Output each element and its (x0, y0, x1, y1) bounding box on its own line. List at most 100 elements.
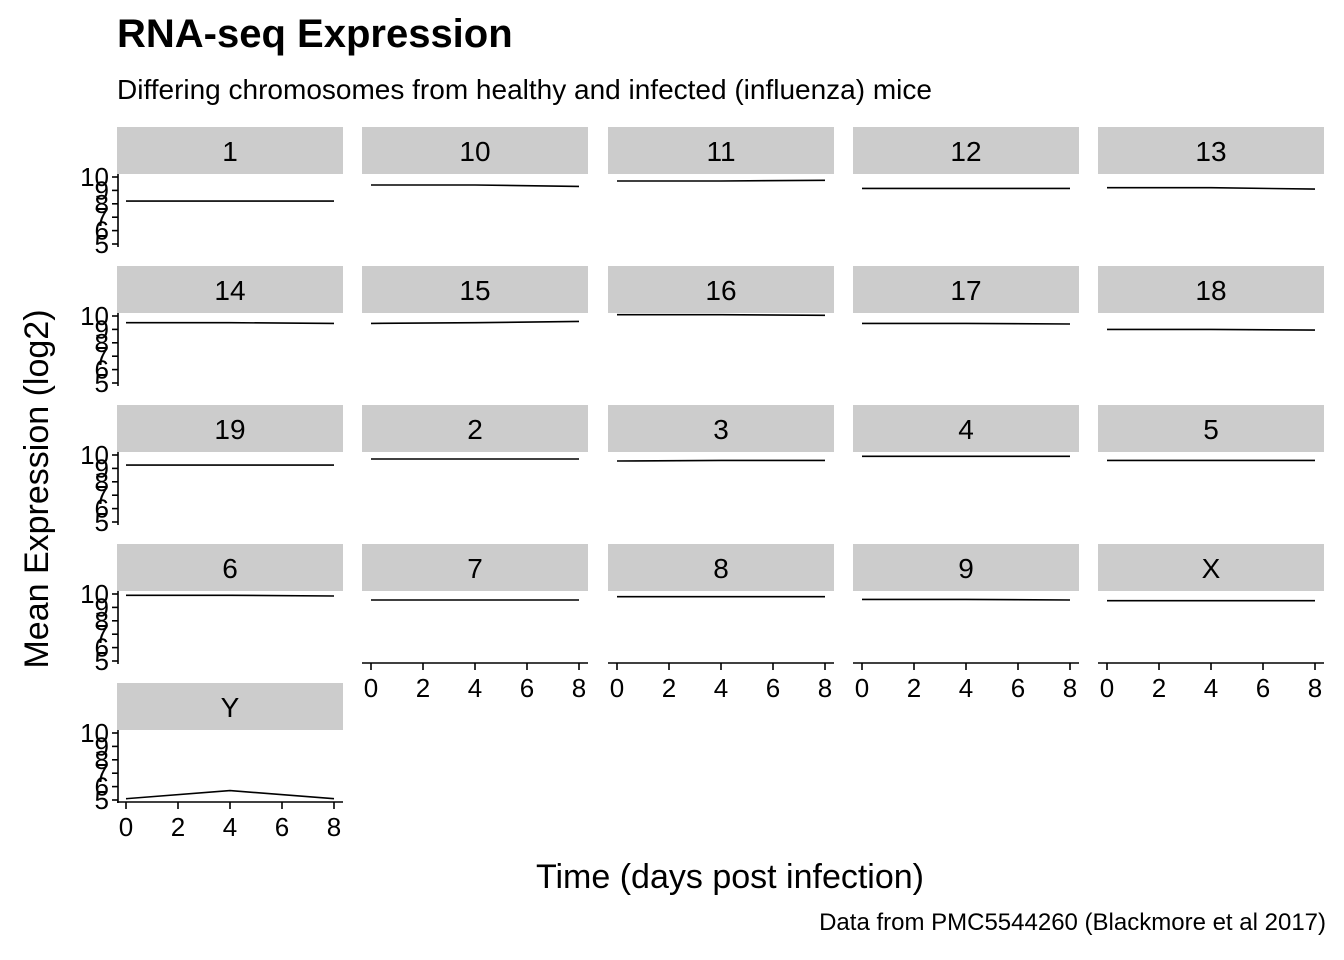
facet-strip (608, 266, 834, 313)
y-tick-label: 9 (95, 592, 109, 622)
series-line (862, 598, 1071, 601)
series-line (862, 322, 1071, 325)
y-tick-label: 10 (80, 718, 109, 748)
x-tick-label: 2 (1152, 673, 1166, 703)
facet-strip (608, 544, 834, 591)
series-line (370, 320, 580, 325)
y-tick-label: 9 (95, 453, 109, 483)
x-tick-label: 2 (907, 673, 921, 703)
series-line (126, 594, 335, 597)
facet-strip (117, 683, 343, 730)
y-tick-label: 7 (95, 758, 109, 788)
x-tick-label: 4 (714, 673, 728, 703)
facet-label: X (1202, 553, 1221, 584)
y-tick-label: 10 (80, 440, 109, 470)
facet-label: 5 (1203, 414, 1219, 445)
series-line (617, 179, 826, 182)
y-tick-label: 5 (95, 229, 109, 259)
y-tick-label: 9 (95, 731, 109, 761)
facet-label: 3 (713, 414, 729, 445)
x-tick-label: 2 (416, 673, 430, 703)
facet-strip (1098, 544, 1324, 591)
chart-caption: Data from PMC5544260 (Blackmore et al 20… (819, 909, 1326, 936)
facet-label: 12 (950, 136, 981, 167)
y-tick-label: 6 (95, 216, 109, 246)
series-line (617, 313, 826, 317)
y-tick-label: 7 (95, 619, 109, 649)
chart-subtitle: Differing chromosomes from healthy and i… (117, 74, 932, 105)
x-tick-label: 8 (1308, 673, 1322, 703)
facet-strip (853, 127, 1079, 174)
facet-strip (117, 544, 343, 591)
y-tick-label: 9 (95, 175, 109, 205)
facet-strip (1098, 405, 1324, 452)
x-tick-label: 8 (327, 812, 341, 842)
x-tick-label: 6 (520, 673, 534, 703)
series-line (371, 184, 580, 188)
y-tick-label: 5 (95, 785, 109, 815)
chart-title: RNA-seq Expression (117, 12, 513, 56)
y-tick-label: 6 (95, 633, 109, 663)
facet-label: 4 (958, 414, 974, 445)
facet-label: 2 (467, 414, 483, 445)
facet-strip (362, 266, 588, 313)
facet-strip (608, 127, 834, 174)
facet-strip (1098, 266, 1324, 313)
x-tick-label: 2 (171, 812, 185, 842)
y-tick-label: 8 (95, 467, 109, 497)
y-tick-label: 9 (95, 314, 109, 344)
x-axis-title: Time (days post infection) (536, 858, 924, 896)
x-tick-label: 8 (1063, 673, 1077, 703)
x-tick-label: 0 (855, 673, 869, 703)
facet-label: 19 (214, 414, 245, 445)
y-tick-label: 5 (95, 507, 109, 537)
series-line (1107, 186, 1316, 190)
series-line (616, 459, 825, 462)
series-line (125, 789, 335, 800)
x-tick-label: 2 (662, 673, 676, 703)
facet-strip (362, 127, 588, 174)
y-axis-title: Mean Expression (log2) (18, 309, 56, 668)
facet-label: 6 (222, 553, 238, 584)
y-tick-label: 5 (95, 646, 109, 676)
facet-label: 8 (713, 553, 729, 584)
x-tick-label: 6 (1256, 673, 1270, 703)
y-tick-label: 10 (80, 301, 109, 331)
y-tick-label: 7 (95, 341, 109, 371)
facet-label: 13 (1195, 136, 1226, 167)
x-tick-label: 8 (572, 673, 586, 703)
y-tick-label: 10 (80, 579, 109, 609)
x-tick-label: 0 (119, 812, 133, 842)
facet-label: 16 (705, 275, 736, 306)
facet-label: Y (221, 692, 240, 723)
x-tick-label: 8 (818, 673, 832, 703)
x-tick-label: 0 (610, 673, 624, 703)
y-tick-label: 6 (95, 772, 109, 802)
facet-label: 9 (958, 553, 974, 584)
facet-strip (362, 405, 588, 452)
y-tick-label: 7 (95, 202, 109, 232)
facet-label: 17 (950, 275, 981, 306)
x-tick-label: 4 (1204, 673, 1218, 703)
facet-label: 1 (222, 136, 238, 167)
facet-strip (853, 266, 1079, 313)
facet-strip (1098, 127, 1324, 174)
facet-strip (853, 405, 1079, 452)
x-tick-label: 0 (1100, 673, 1114, 703)
facet-label: 10 (459, 136, 490, 167)
x-tick-label: 6 (275, 812, 289, 842)
facet-label: 7 (467, 553, 483, 584)
x-tick-label: 4 (959, 673, 973, 703)
facet-label: 15 (459, 275, 490, 306)
facet-strip (608, 405, 834, 452)
y-tick-label: 6 (95, 355, 109, 385)
facet-label: 14 (214, 275, 245, 306)
facet-strip (117, 127, 343, 174)
y-tick-label: 5 (95, 368, 109, 398)
x-tick-label: 4 (468, 673, 482, 703)
series-line (126, 321, 335, 325)
facet-strip (853, 544, 1079, 591)
facet-label: 11 (706, 136, 735, 167)
y-tick-label: 10 (80, 162, 109, 192)
